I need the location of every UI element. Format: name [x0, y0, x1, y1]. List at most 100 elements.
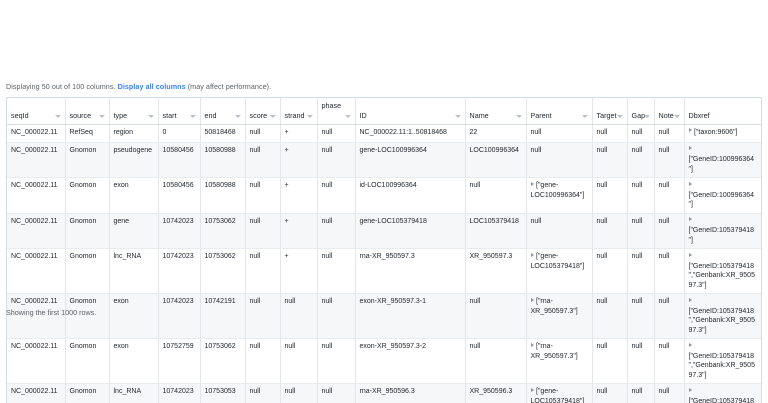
cell-id: NC_000022.11:1..50818468: [355, 124, 466, 143]
expand-arrow-icon[interactable]: [688, 297, 692, 302]
cell-name: null: [465, 177, 527, 214]
filter-dropdown-icon[interactable]: [616, 114, 623, 118]
column-header-label: end: [204, 110, 217, 120]
expand-arrow-icon[interactable]: [688, 387, 692, 392]
column-header-note[interactable]: Note: [654, 98, 685, 125]
filter-dropdown-icon[interactable]: [306, 114, 313, 118]
display-all-columns-link[interactable]: Display all columns: [117, 82, 186, 91]
cell-value: 10753062: [204, 253, 236, 260]
expand-arrow-icon[interactable]: [688, 252, 692, 257]
table-row[interactable]: NC_000022.11 RefSeq region 0 50818468 null + nu…: [7, 124, 761, 143]
column-header-score[interactable]: score: [245, 98, 281, 125]
filter-dropdown-icon[interactable]: [234, 114, 241, 118]
cell-value: null: [596, 128, 608, 136]
cell-target: null: [592, 124, 628, 143]
cell-value: 10742023: [162, 217, 194, 225]
cell-value: 10580456: [162, 182, 194, 189]
row-count-footer: Showing the first 1000 rows.: [6, 308, 97, 317]
cell-gap: null: [627, 213, 655, 249]
filter-dropdown-icon[interactable]: [643, 114, 650, 118]
cell-value: null: [658, 146, 670, 154]
filter-dropdown-icon[interactable]: [344, 114, 351, 118]
cell-value: null: [321, 182, 333, 189]
cell-note: null: [654, 248, 685, 294]
column-header-seqid[interactable]: seqId: [7, 98, 66, 125]
cell-value: 0: [162, 128, 167, 136]
table-row[interactable]: NC_000022.11 Gnomon pseudogene 10580456 1058…: [7, 142, 761, 178]
expand-arrow-icon[interactable]: [688, 181, 692, 186]
cell-parent: ["gene-LOC105379418"]: [526, 383, 593, 403]
notice-prefix: Displaying 50 out of 100 columns.: [6, 82, 116, 91]
expand-arrow-icon[interactable]: [688, 217, 692, 221]
column-header-start[interactable]: start: [158, 98, 201, 125]
filter-dropdown-icon[interactable]: [515, 114, 522, 118]
column-header-target[interactable]: Target: [592, 98, 628, 125]
cell-start: 10742023: [158, 293, 201, 339]
table-row[interactable]: NC_000022.11 Gnomon lnc_RNA 10742023 1075305…: [7, 383, 761, 403]
cell-value: NC_000022.11: [11, 146, 58, 154]
filter-dropdown-icon[interactable]: [581, 114, 588, 118]
table-row[interactable]: NC_000022.11 Gnomon exon 10752759 10753062 nu…: [7, 338, 761, 384]
column-header-strand[interactable]: strand: [280, 98, 318, 125]
cell-value: +: [284, 182, 289, 189]
cell-name: null: [465, 338, 527, 384]
cell-end: 10753062: [200, 213, 246, 249]
cell-value: null: [631, 182, 643, 189]
column-header-label: Target: [596, 110, 617, 120]
table-row[interactable]: NC_000022.11 Gnomon gene 10742023 10753062 nu…: [7, 213, 761, 249]
table-row[interactable]: NC_000022.11 Gnomon exon 10580456 10580988 nu…: [7, 177, 761, 214]
column-header-gap[interactable]: Gap: [627, 98, 655, 125]
expand-arrow-icon[interactable]: [530, 387, 534, 392]
cell-value: null: [249, 298, 261, 305]
cell-end: 10580988: [200, 177, 246, 214]
filter-dropdown-icon[interactable]: [673, 114, 680, 118]
column-header-label: Gap: [631, 110, 646, 120]
cell-source: Gnomon: [65, 338, 110, 384]
filter-dropdown-icon[interactable]: [147, 114, 154, 118]
column-header-dbxref[interactable]: Dbxref: [684, 98, 761, 125]
expand-arrow-icon[interactable]: [530, 252, 534, 257]
cell-value: LOC105379418: [469, 217, 519, 225]
filter-dropdown-icon[interactable]: [269, 114, 276, 118]
column-header-parent[interactable]: Parent: [526, 98, 593, 125]
column-header-phase[interactable]: phase: [317, 98, 356, 125]
expand-arrow-icon[interactable]: [688, 342, 692, 347]
table-row[interactable]: NC_000022.11 Gnomon exon 10742023 10742191 nu…: [7, 293, 761, 339]
cell-value: ["gene-LOC100996364"]: [530, 182, 585, 199]
cell-value: NC_000022.11: [11, 298, 58, 305]
cell-value: ["GeneID:105379418","Genbank:XR_950597.3…: [688, 307, 755, 334]
column-header-id[interactable]: ID: [355, 98, 466, 125]
filter-dropdown-icon[interactable]: [454, 114, 461, 118]
cell-value: 10742023: [162, 388, 194, 395]
column-header-type[interactable]: type: [109, 98, 159, 125]
cell-name: 22: [465, 124, 527, 143]
filter-dropdown-icon[interactable]: [189, 114, 196, 118]
column-header-name[interactable]: Name: [465, 98, 527, 125]
cell-value: null: [530, 146, 542, 154]
expand-arrow-icon[interactable]: [688, 146, 692, 150]
expand-arrow-icon[interactable]: [530, 297, 534, 302]
column-header-label: ID: [359, 110, 367, 120]
filter-dropdown-icon[interactable]: [98, 114, 105, 118]
cell-value: gene-LOC105379418: [359, 217, 427, 225]
cell-value: null: [631, 128, 643, 136]
column-header-end[interactable]: end: [200, 98, 246, 125]
column-header-source[interactable]: source: [65, 98, 110, 125]
cell-note: null: [654, 293, 685, 339]
cell-value: 10752759: [162, 343, 194, 350]
cell-dbxref: ["GeneID:100996364"]: [684, 177, 761, 214]
cell-value: 22: [469, 128, 478, 136]
cell-end: 10753062: [200, 248, 246, 294]
expand-arrow-icon[interactable]: [688, 128, 692, 132]
cell-value: Gnomon: [69, 217, 97, 225]
cell-type: gene: [109, 213, 159, 249]
cell-target: null: [592, 383, 628, 403]
expand-arrow-icon[interactable]: [530, 342, 534, 347]
filter-dropdown-icon[interactable]: [54, 114, 61, 118]
cell-dbxref: ["taxon:9606"]: [684, 124, 761, 143]
cell-value: null: [631, 253, 643, 260]
column-header-label: source: [69, 110, 92, 120]
cell-gap: null: [627, 142, 655, 178]
expand-arrow-icon[interactable]: [530, 181, 534, 186]
table-row[interactable]: NC_000022.11 Gnomon lnc_RNA 10742023 1075306…: [7, 248, 761, 294]
